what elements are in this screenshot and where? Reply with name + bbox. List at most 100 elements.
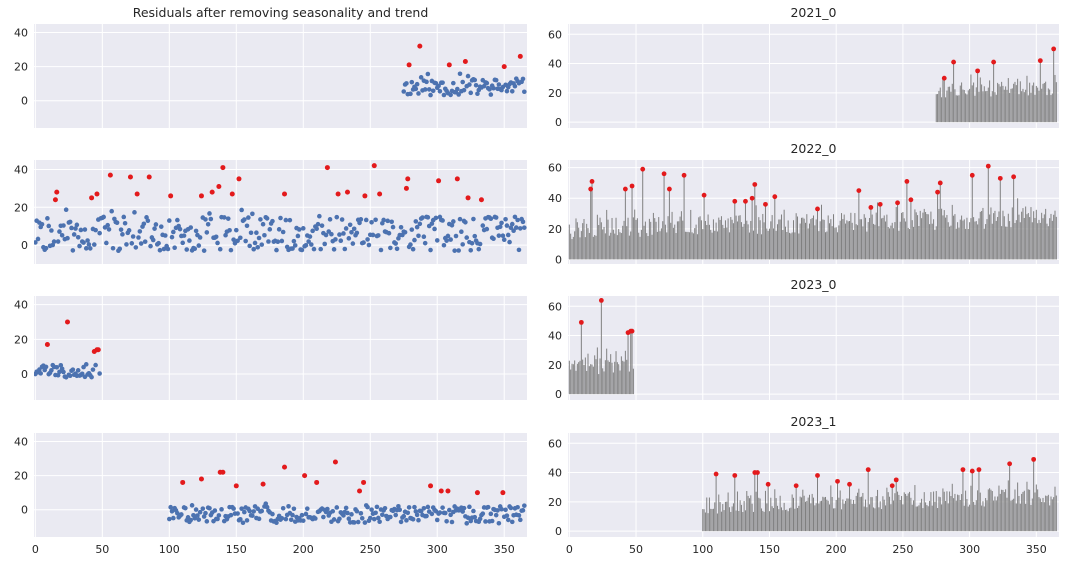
residual-point bbox=[75, 368, 81, 373]
y-tick-label: 20 bbox=[548, 359, 562, 372]
residual-point bbox=[375, 515, 381, 521]
residual-point bbox=[61, 223, 66, 228]
residual-point bbox=[511, 228, 516, 233]
plot-area bbox=[568, 296, 1059, 400]
residual-point bbox=[424, 79, 429, 85]
outlier-point bbox=[371, 163, 377, 169]
residual-point bbox=[239, 207, 244, 213]
x-tick-label: 200 bbox=[293, 543, 314, 556]
residual-point bbox=[365, 504, 370, 510]
residual-point bbox=[290, 246, 295, 251]
residual-point bbox=[200, 506, 206, 511]
residual-point bbox=[157, 247, 163, 253]
residual-point bbox=[429, 221, 435, 226]
outlier-point bbox=[446, 62, 452, 68]
residual-point bbox=[193, 228, 199, 234]
residual-point bbox=[136, 235, 141, 240]
residual-point bbox=[244, 518, 250, 523]
residual-point bbox=[512, 214, 518, 220]
outlier-point bbox=[951, 59, 956, 65]
outlier-point bbox=[282, 464, 288, 470]
outlier-point bbox=[629, 183, 635, 189]
residual-point bbox=[77, 243, 82, 249]
residual-point bbox=[69, 225, 74, 231]
panel-title: 2023_1 bbox=[790, 414, 836, 429]
residual-point bbox=[196, 517, 202, 522]
residual-point bbox=[74, 222, 80, 228]
residual-point bbox=[480, 511, 486, 516]
residual-point bbox=[397, 507, 403, 513]
residual-point bbox=[38, 371, 43, 376]
residual-point bbox=[388, 245, 393, 251]
residual-point bbox=[250, 211, 255, 217]
outlier-point bbox=[991, 59, 997, 65]
outlier-point bbox=[975, 68, 981, 74]
residual-point bbox=[351, 226, 357, 232]
residual-point bbox=[448, 92, 453, 98]
y-tick-label: 40 bbox=[14, 27, 28, 40]
residual-point bbox=[83, 362, 89, 367]
residual-point bbox=[508, 225, 514, 231]
x-tick-label: 250 bbox=[892, 543, 913, 556]
residual-point bbox=[67, 219, 73, 225]
residual-point bbox=[280, 229, 286, 235]
residual-point bbox=[409, 227, 415, 232]
residual-point bbox=[401, 513, 407, 519]
y-tick-label: 40 bbox=[548, 330, 562, 343]
residual-point bbox=[463, 219, 468, 225]
outlier-point bbox=[216, 183, 222, 189]
residual-point bbox=[278, 215, 283, 221]
residual-point bbox=[432, 226, 437, 232]
residual-point bbox=[509, 519, 515, 525]
x-tick-label: 350 bbox=[1026, 543, 1047, 556]
residual-point bbox=[349, 230, 354, 235]
residual-point bbox=[469, 240, 475, 246]
outlier-point bbox=[588, 186, 594, 192]
residual-point bbox=[461, 505, 467, 511]
residual-point bbox=[414, 81, 420, 87]
y-tick-label: 0 bbox=[21, 368, 28, 381]
x-tick-label: 100 bbox=[159, 543, 180, 556]
residual-point bbox=[195, 513, 200, 518]
outlier-point bbox=[403, 185, 409, 191]
y-tick-label: 60 bbox=[548, 28, 562, 41]
residual-point bbox=[91, 242, 97, 247]
outlier-point bbox=[629, 328, 635, 334]
residual-point bbox=[475, 91, 480, 97]
residual-point bbox=[274, 247, 279, 253]
residual-point bbox=[489, 518, 495, 524]
residual-point bbox=[133, 245, 139, 250]
residual-point bbox=[491, 85, 496, 91]
residual-point bbox=[373, 217, 378, 223]
residual-point bbox=[500, 233, 506, 238]
outlier-point bbox=[732, 198, 738, 204]
residual-point bbox=[354, 230, 360, 236]
residual-point bbox=[351, 520, 357, 525]
y-tick-label: 60 bbox=[548, 300, 562, 313]
outlier-point bbox=[335, 191, 341, 197]
residual-point bbox=[317, 213, 322, 219]
residual-point bbox=[428, 247, 433, 253]
residual-point bbox=[516, 247, 522, 253]
panel-raw_2022: 0 20 40 60 2022_0 bbox=[548, 141, 1059, 266]
panel-res_2022: 0 20 40 bbox=[14, 160, 527, 264]
x-tick-label: 100 bbox=[692, 543, 713, 556]
outlier-point bbox=[1007, 461, 1013, 467]
panel-raw_2021: 0 20 40 60 2021_0 bbox=[548, 5, 1059, 129]
residual-point bbox=[488, 92, 494, 97]
residual-point bbox=[118, 227, 124, 232]
residual-point bbox=[425, 215, 431, 220]
residual-point bbox=[217, 246, 223, 252]
outlier-point bbox=[209, 189, 215, 195]
residual-point bbox=[464, 521, 470, 526]
residual-point bbox=[248, 230, 254, 236]
panel-res_2023_1: 0 50 100 150 200 250 300 350 0 20 40 bbox=[14, 433, 527, 556]
outlier-point bbox=[904, 179, 910, 184]
outlier-point bbox=[180, 479, 186, 485]
residual-point bbox=[416, 233, 421, 239]
residual-point bbox=[440, 505, 445, 510]
residual-point bbox=[518, 226, 523, 231]
residual-point bbox=[82, 227, 88, 232]
residual-point bbox=[343, 505, 349, 511]
residual-point bbox=[325, 506, 330, 512]
